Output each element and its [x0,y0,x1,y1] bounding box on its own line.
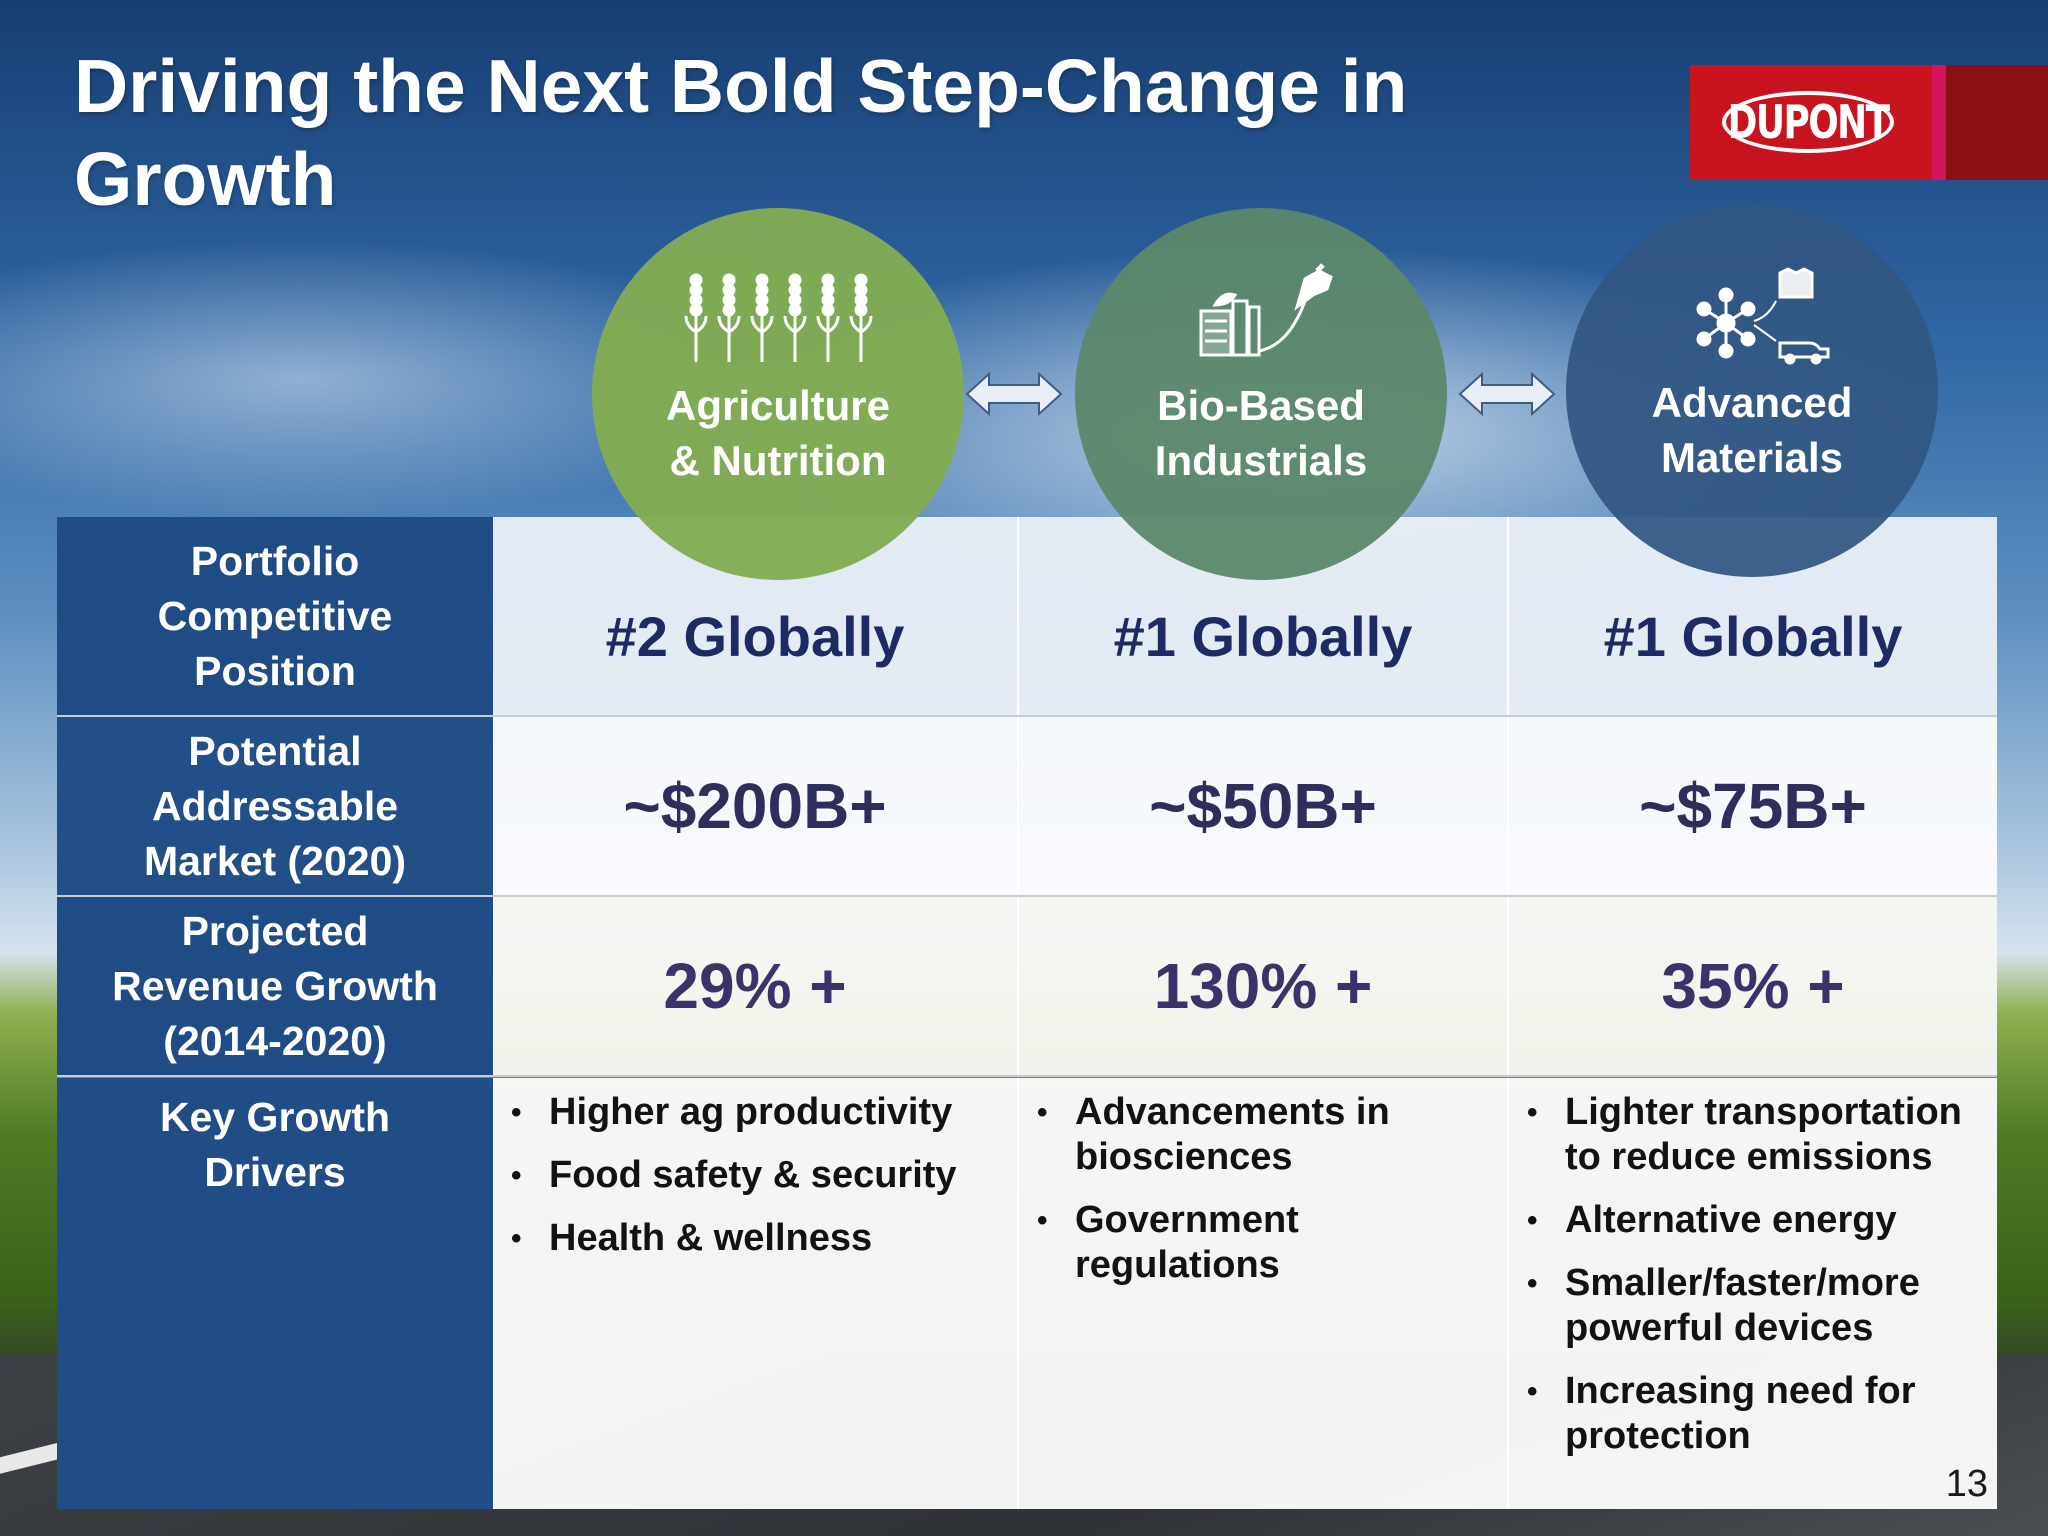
double-arrow-icon [965,371,1063,417]
growth-value: 130% + [1153,950,1373,1022]
row-label-line: Potential [188,727,362,774]
cell-growth-bio: 130% + [1017,897,1507,1075]
cell-growth-ag: 29% + [493,897,1017,1075]
market-value: ~$50B+ [1149,770,1377,842]
biofuel-icon [1199,263,1333,357]
position-value: #1 Globally [1603,604,1903,668]
position-value: #1 Globally [1113,604,1413,668]
segment-label: Bio-Based Industrials [1075,378,1447,488]
list-item: Health & wellness [509,1216,957,1261]
growth-value: 35% + [1661,950,1845,1022]
row-label-drivers: Key Growth Drivers [57,1078,493,1509]
row-divider [57,895,1997,897]
segment-label-line: Advanced [1651,379,1853,426]
cell-market-adv: ~$75B+ [1507,717,1997,895]
row-label-line: Market (2020) [143,837,407,884]
row-label-line: Revenue Growth [112,962,438,1009]
list-item: Food safety & security [509,1153,957,1198]
row-label-position: Portfolio Competitive Position [57,517,493,715]
cell-drivers-bio: Advancements in biosciences Government r… [1017,1078,1507,1509]
segment-advanced-materials-circle: Advanced Materials [1566,205,1938,577]
cell-growth-adv: 35% + [1507,897,1997,1075]
segment-label-line: Industrials [1154,437,1368,484]
segment-label-line: & Nutrition [669,437,887,484]
drivers-list: Advancements in biosciences Government r… [1035,1090,1475,1306]
row-label-line: Competitive [157,592,393,639]
drivers-list: Lighter transportation to reduce emissio… [1525,1090,1989,1477]
row-divider [57,1075,1997,1077]
row-label-line: Key Growth [159,1094,391,1140]
row-label-line: Addressable [151,782,399,829]
page-number: 13 [1945,1463,1988,1505]
logo-pink-bar [1932,65,1946,180]
market-value: ~$200B+ [623,770,887,842]
segment-biobased-circle: Bio-Based Industrials [1075,208,1447,580]
row-label-line: Projected [181,907,369,954]
logo-text: DUPONT [1727,95,1890,149]
row-label-line: Drivers [204,1149,346,1195]
growth-table: Portfolio Competitive Position #2 Global… [57,517,1997,1509]
segment-label-line: Agriculture [665,382,891,429]
row-label-market: Potential Addressable Market (2020) [57,717,493,895]
cell-drivers-adv: Lighter transportation to reduce emissio… [1507,1078,1997,1509]
segment-label: Advanced Materials [1566,375,1938,485]
list-item: Government regulations [1035,1198,1405,1288]
slide-title: Driving the Next Bold Step-Change in Gro… [74,44,1408,221]
cell-drivers-ag: Higher ag productivity Food safety & sec… [493,1078,1017,1509]
row-label-line: (2014-2020) [163,1017,387,1064]
wheat-stalk [717,273,741,362]
logo-dark-bar [1946,65,2048,180]
cell-market-bio: ~$50B+ [1017,717,1507,895]
wheat-stalk [783,273,807,362]
list-item: Higher ag productivity [509,1090,957,1135]
row-label-line: Portfolio [190,537,360,584]
row-label-growth: Projected Revenue Growth (2014-2020) [57,897,493,1075]
list-item: Advancements in biosciences [1035,1090,1475,1180]
list-item: Increasing need for protection [1525,1369,1985,1459]
growth-value: 29% + [663,950,847,1022]
logo-oval: DUPONT [1722,91,1894,153]
segment-label-line: Materials [1660,434,1844,481]
list-item: Alternative energy [1525,1198,1989,1243]
market-value: ~$75B+ [1639,770,1867,842]
cell-market-ag: ~$200B+ [493,717,1017,895]
segment-label-line: Bio-Based [1157,382,1365,429]
row-label-line: Position [194,647,356,694]
wheat-stalk [684,273,708,362]
wheat-stalk [816,273,840,362]
position-value: #2 Globally [605,604,905,668]
molecule-icon [1696,267,1830,365]
row-divider [57,715,1997,717]
segment-label: Agriculture & Nutrition [592,378,964,488]
wheat-stalk [750,273,774,362]
wheat-icon [684,273,873,362]
segment-agriculture-circle: Agriculture & Nutrition [592,208,964,580]
drivers-list: Higher ag productivity Food safety & sec… [509,1090,957,1279]
dupont-logo: DUPONT [1690,65,2048,180]
cell-position-adv: #1 Globally [1507,517,1997,715]
list-item: Smaller/faster/more powerful devices [1525,1261,1985,1351]
list-item: Lighter transportation to reduce emissio… [1525,1090,1989,1180]
wheat-stalk [849,273,873,362]
double-arrow-icon [1458,371,1556,417]
